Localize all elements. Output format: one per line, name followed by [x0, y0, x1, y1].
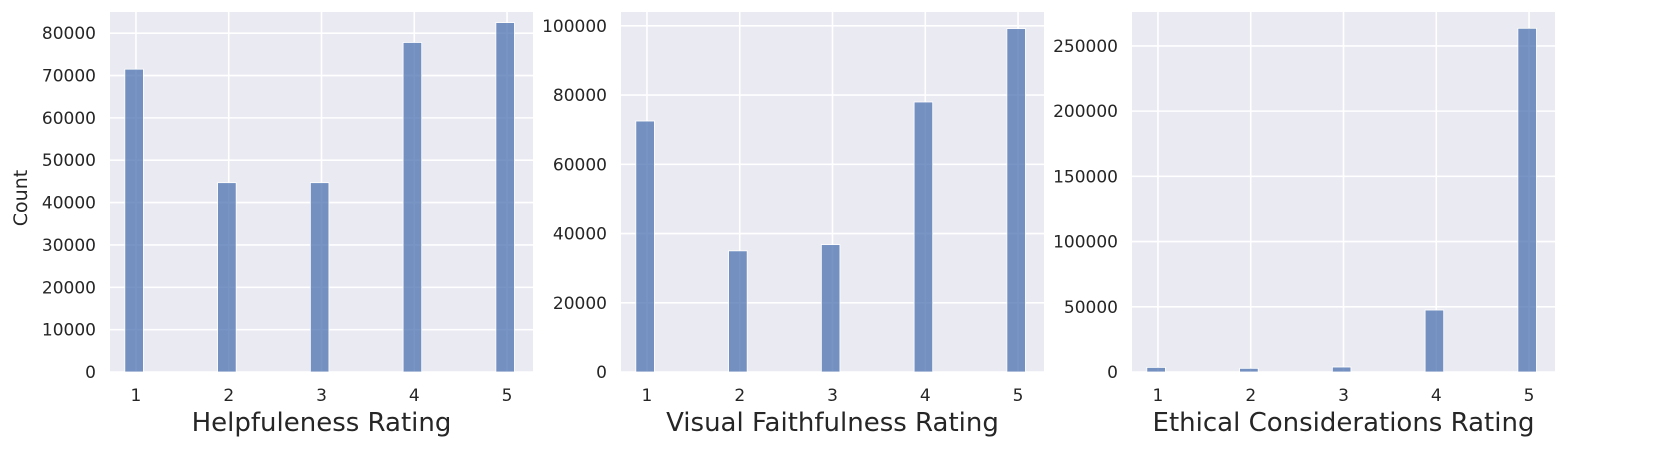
x-tick-label: 4	[920, 386, 931, 406]
y-tick-label: 50000	[42, 151, 96, 171]
y-tick-label: 80000	[42, 24, 96, 44]
x-tick-label: 5	[1524, 386, 1535, 406]
bar-rating-2	[1239, 367, 1259, 373]
x-tick-label: 5	[1013, 386, 1024, 406]
y-tick-label: 100000	[1053, 233, 1118, 253]
x-tick-label: 2	[734, 386, 745, 406]
bar-rating-3	[1331, 366, 1352, 373]
y-tick-label: 30000	[42, 236, 96, 256]
y-tick-label: 80000	[553, 86, 607, 106]
bar-rating-4	[913, 101, 934, 373]
bar-rating-1	[635, 120, 655, 373]
x-axis-label: Helpfuleness Rating	[192, 408, 452, 438]
y-tick-label: 60000	[553, 155, 607, 175]
y-tick-label: 20000	[42, 278, 96, 298]
bar-rating-1	[1146, 367, 1166, 373]
y-tick-label: 0	[596, 363, 607, 383]
y-axis-label: Count	[10, 170, 32, 226]
x-tick-label: 3	[316, 386, 327, 406]
x-tick-label: 5	[502, 386, 513, 406]
y-tick-label: 0	[1107, 363, 1118, 383]
x-tick-label: 1	[642, 386, 653, 406]
y-tick-label: 60000	[42, 109, 96, 129]
bar-rating-2	[217, 182, 237, 373]
bar-rating-5	[495, 22, 515, 373]
x-tick-label: 4	[1431, 386, 1442, 406]
chart-panel-1: 0 10000 20000 30000 40000 50000 60000 70000 8000…	[10, 12, 533, 438]
bar-rating-4	[1424, 309, 1445, 373]
bar-rating-4	[402, 42, 423, 373]
chart-panel-3: 0 50000 100000 150000 200000 250000 1 2 3 4 5Ethic…	[1053, 12, 1555, 438]
x-axis-label: Ethical Considerations Rating	[1153, 408, 1535, 438]
y-tick-label: 10000	[42, 321, 96, 341]
bar-rating-5	[1006, 28, 1026, 373]
x-tick-label: 2	[1245, 386, 1256, 406]
y-tick-label: 40000	[553, 225, 607, 245]
bar-rating-3	[820, 244, 841, 373]
x-tick-label: 3	[1338, 386, 1349, 406]
x-tick-label: 1	[131, 386, 142, 406]
y-tick-label: 40000	[42, 194, 96, 214]
x-axis-label: Visual Faithfulness Rating	[666, 408, 999, 438]
y-tick-label: 20000	[553, 294, 607, 314]
y-tick-label: 100000	[542, 17, 607, 37]
y-tick-label: 70000	[42, 67, 96, 87]
bar-rating-3	[309, 182, 330, 373]
y-tick-label: 250000	[1053, 37, 1118, 57]
bar-rating-1	[124, 68, 144, 373]
bar-rating-5	[1517, 27, 1537, 373]
bar-rating-2	[728, 250, 748, 373]
x-tick-label: 2	[223, 386, 234, 406]
x-tick-label: 1	[1153, 386, 1164, 406]
y-tick-label: 50000	[1064, 298, 1118, 318]
y-tick-label: 200000	[1053, 102, 1118, 122]
x-tick-label: 4	[409, 386, 420, 406]
x-tick-label: 3	[827, 386, 838, 406]
chart-panel-2: 0 20000 40000 60000 80000 100000 1 2 3 4 5 Visual F…	[542, 12, 1044, 438]
y-tick-label: 0	[85, 363, 96, 383]
y-tick-label: 150000	[1053, 167, 1118, 187]
